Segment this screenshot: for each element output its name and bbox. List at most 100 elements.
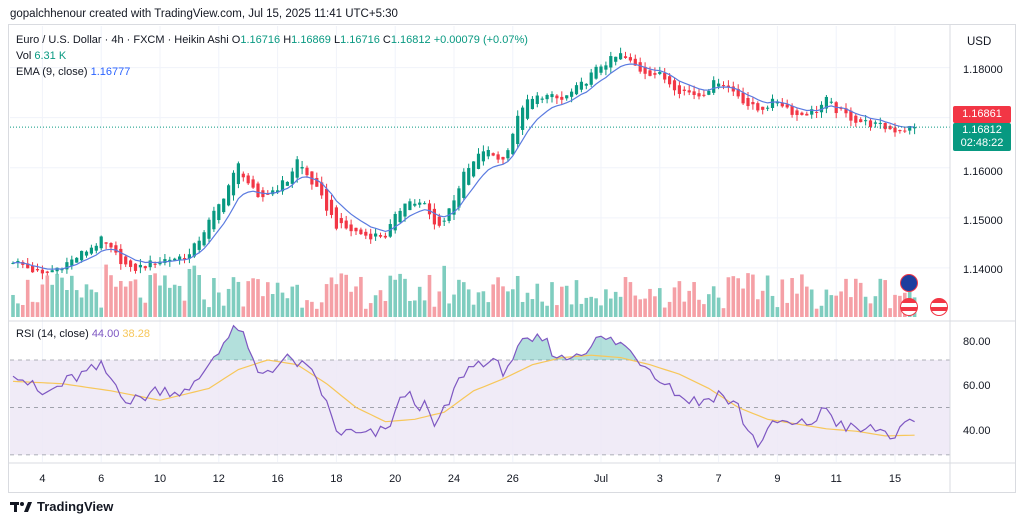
candle-body [119,248,123,265]
candle-body [511,133,515,155]
volume-bar [221,305,226,317]
candle-body [736,88,740,97]
candle-body [496,154,500,160]
candle-body [829,101,833,103]
us-flag-event-icon[interactable] [930,298,948,316]
volume-bar [197,275,201,317]
volume-bar [70,275,74,317]
volume-bar [163,275,167,317]
candle-body [731,86,735,92]
volume-bar [344,274,348,317]
close-value: 1.16812 [390,34,431,46]
rsi-tick: 60.00 [963,380,991,392]
volume-bar [339,273,344,317]
volume-bar [133,279,138,317]
candle-body [521,107,525,130]
attribution-text: gopalchhenour created with TradingView.c… [10,8,398,20]
currency-label[interactable]: USD [967,36,992,48]
volume-bar [741,288,745,317]
volume-bar [481,291,486,317]
volume-bar [153,273,157,317]
candle-body [442,220,446,222]
candle-body [824,96,828,109]
candle-body [45,271,49,273]
candle-body [65,262,69,270]
volume-bar [613,291,618,317]
candle-body [437,216,441,226]
volume-bar [775,307,780,317]
volume-bar [84,284,89,317]
candle-body [133,263,138,271]
candle-body [241,173,245,178]
volume-bar [109,275,113,317]
volume-bar [795,293,799,317]
volume-bar [849,297,853,317]
candle-body [427,203,432,215]
candle-body [457,188,461,208]
us-flag-event-icon[interactable] [900,298,918,316]
eu-flag-event-icon[interactable] [900,274,918,292]
candle-body [638,62,642,72]
chart-frame[interactable] [8,24,1016,493]
candle-body [378,235,383,237]
volume-bar [520,301,525,317]
volume-bar [662,307,667,317]
candle-body [70,259,74,266]
volume-bar [824,289,829,317]
volume-bar [736,278,740,317]
candle-body [408,201,412,211]
candle-body [481,151,485,162]
candle-body [60,269,64,271]
volume-bar [373,295,378,317]
candle-body [344,220,348,229]
candle-body [540,98,544,100]
volume-bar [471,304,476,317]
candle-body [761,106,765,110]
candle-body [246,175,250,184]
candle-body [236,163,240,185]
volume-bar [143,302,148,317]
candle-body [800,112,804,115]
volume-bar [354,286,358,317]
volume-bar [687,290,691,317]
volume-bar [466,289,471,317]
volume-bar [643,298,647,317]
volume-bar [790,278,794,317]
volume-bar [721,308,726,317]
candle-body [418,202,422,205]
volume-bar [800,274,804,317]
volume-bar [584,297,589,317]
rsi-tick: 80.00 [963,336,991,348]
candle-body [550,94,554,98]
candle-body [359,229,363,235]
low-value: 1.16716 [340,34,380,46]
candle-body [565,95,569,99]
volume-bar [99,307,103,317]
countdown-value: 02:48:22 [960,137,1004,149]
candle-body [329,199,334,215]
candle-body [212,210,216,230]
volume-bar [148,275,152,317]
candle-body [668,76,672,85]
volume-bar [726,277,731,317]
volume-bar [172,284,177,317]
volume-bar [486,302,491,317]
tradingview-logo-icon [10,501,32,512]
volume-bar [530,299,535,317]
candle-body [756,103,760,111]
candle-body [815,111,819,113]
candle-body [94,245,98,251]
candle-body [619,53,623,60]
volume-bar [413,300,417,317]
candle-body [614,56,618,62]
candle-body [467,168,471,185]
candle-body [530,98,534,110]
candle-body [432,208,436,225]
volume-bar [540,301,544,317]
volume-bar [45,275,50,317]
candle-body [227,185,231,206]
volume-bar [270,294,275,317]
candle-body [555,95,559,99]
time-tick-label: 9 [774,473,780,485]
